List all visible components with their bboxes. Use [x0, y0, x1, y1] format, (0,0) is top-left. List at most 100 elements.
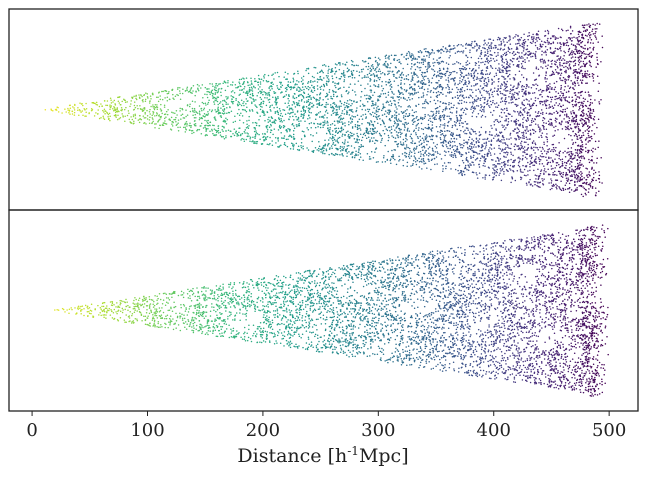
data-point	[257, 91, 260, 94]
data-point	[283, 143, 286, 146]
data-point	[501, 124, 503, 126]
data-point	[202, 96, 204, 99]
data-point	[475, 78, 478, 80]
data-point	[558, 122, 561, 125]
data-point	[358, 124, 361, 127]
data-point	[497, 104, 500, 107]
data-point	[234, 83, 237, 86]
data-point	[551, 124, 553, 127]
data-point	[257, 88, 260, 90]
data-point	[534, 130, 537, 133]
data-point	[465, 44, 467, 46]
data-point	[351, 89, 354, 91]
data-point	[469, 101, 471, 104]
data-point	[225, 103, 227, 106]
data-point	[336, 95, 338, 98]
data-point	[297, 70, 299, 72]
data-point	[528, 138, 530, 140]
data-point	[367, 131, 370, 133]
data-point	[368, 72, 371, 75]
data-point	[307, 107, 310, 109]
data-point	[410, 86, 413, 89]
data-point	[433, 153, 435, 155]
data-point	[484, 42, 486, 44]
data-point	[541, 156, 543, 158]
data-point	[376, 140, 379, 142]
data-point	[565, 177, 568, 180]
data-point	[374, 69, 376, 71]
data-point	[442, 170, 444, 172]
data-point	[584, 73, 586, 75]
data-point	[582, 134, 585, 137]
data-point	[134, 113, 136, 116]
data-point	[407, 78, 410, 81]
data-point	[163, 113, 166, 116]
data-point	[329, 104, 332, 106]
data-point	[527, 161, 529, 164]
data-point	[303, 131, 305, 133]
data-point	[276, 84, 278, 87]
data-point	[186, 86, 189, 88]
data-point	[442, 61, 445, 63]
data-point	[52, 109, 54, 112]
data-point	[456, 71, 458, 74]
data-point	[554, 60, 556, 62]
data-point	[160, 109, 163, 111]
data-point	[135, 94, 137, 97]
data-point	[578, 68, 580, 70]
data-point	[532, 120, 535, 123]
data-point	[569, 67, 572, 70]
data-point	[506, 107, 508, 110]
data-point	[500, 166, 503, 168]
data-point	[390, 162, 392, 164]
data-point	[518, 55, 521, 58]
data-point	[389, 110, 392, 113]
data-point	[292, 144, 294, 147]
data-point	[500, 108, 503, 110]
data-point	[420, 51, 423, 53]
data-point	[552, 143, 555, 146]
data-point	[476, 49, 478, 51]
data-point	[156, 104, 158, 106]
data-point	[159, 98, 162, 101]
data-point	[340, 102, 343, 105]
data-point	[564, 150, 566, 153]
data-point	[300, 110, 302, 112]
data-point	[567, 122, 569, 124]
data-point	[548, 182, 550, 184]
data-point	[193, 123, 196, 126]
data-point	[585, 123, 587, 125]
data-point	[563, 118, 565, 120]
data-point	[405, 156, 407, 158]
data-point	[214, 97, 217, 100]
data-point	[269, 123, 272, 126]
data-point	[226, 112, 228, 115]
data-point	[417, 129, 420, 131]
data-point	[529, 53, 532, 56]
data-point	[319, 86, 321, 89]
data-point	[108, 118, 110, 120]
data-point	[518, 112, 520, 115]
data-point	[566, 188, 569, 190]
data-point	[198, 85, 200, 87]
data-point	[351, 108, 353, 111]
data-point	[199, 113, 201, 116]
data-point	[579, 177, 582, 179]
data-point	[500, 55, 503, 57]
data-point	[239, 119, 241, 121]
data-point	[495, 106, 497, 108]
data-point	[410, 63, 413, 65]
data-point	[573, 190, 575, 193]
data-point	[506, 138, 508, 140]
data-point	[438, 63, 440, 65]
data-point	[564, 166, 566, 169]
data-point	[550, 178, 552, 180]
data-point	[563, 66, 565, 69]
data-point	[258, 124, 261, 127]
data-point	[465, 42, 468, 45]
data-point	[284, 87, 287, 89]
data-point	[371, 64, 374, 66]
data-point	[280, 131, 282, 134]
data-point	[526, 84, 528, 86]
data-point	[584, 139, 587, 141]
